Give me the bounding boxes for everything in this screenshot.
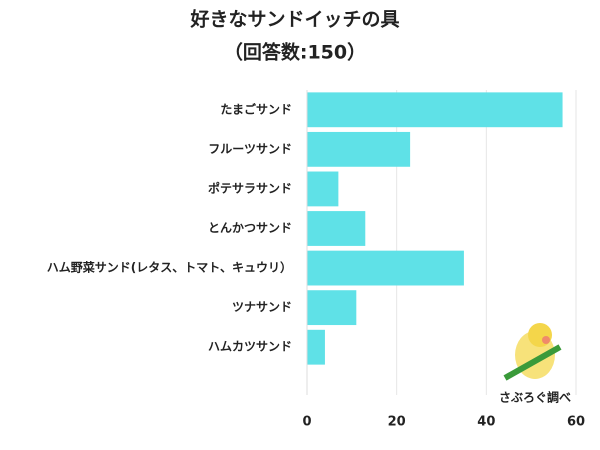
y-tick-label: とんかつサンド — [208, 221, 292, 235]
y-tick-label: ポテサラサンド — [208, 180, 292, 195]
bar — [307, 329, 325, 365]
mascot-head — [528, 323, 552, 347]
x-tick-label: 40 — [477, 415, 495, 430]
bar — [307, 211, 366, 246]
y-tick-label: ハム野菜サンド(レタス、トマト、キュウリ） — [47, 260, 292, 275]
chart-title: 好きなサンドイッチの具 — [189, 8, 399, 31]
bar — [307, 171, 339, 207]
watermark: さぶろぐ調べ — [499, 390, 571, 405]
chart-subtitle: （回答数:150） — [224, 41, 366, 64]
mascot-pencil — [503, 344, 562, 381]
mascot — [503, 323, 562, 381]
x-tick-label: 0 — [302, 415, 311, 430]
bar — [307, 92, 563, 128]
mascot-cheek — [542, 336, 550, 344]
y-tick-label: フルーツサンド — [208, 142, 292, 156]
bar — [307, 250, 464, 286]
y-tick-label: ハムカツサンド — [208, 340, 292, 354]
y-tick-label: たまごサンド — [220, 101, 292, 116]
bar — [307, 131, 411, 167]
bar — [307, 290, 357, 326]
x-tick-label: 60 — [567, 415, 585, 430]
x-tick-label: 20 — [388, 415, 406, 430]
y-tick-label: ツナサンド — [232, 300, 292, 314]
